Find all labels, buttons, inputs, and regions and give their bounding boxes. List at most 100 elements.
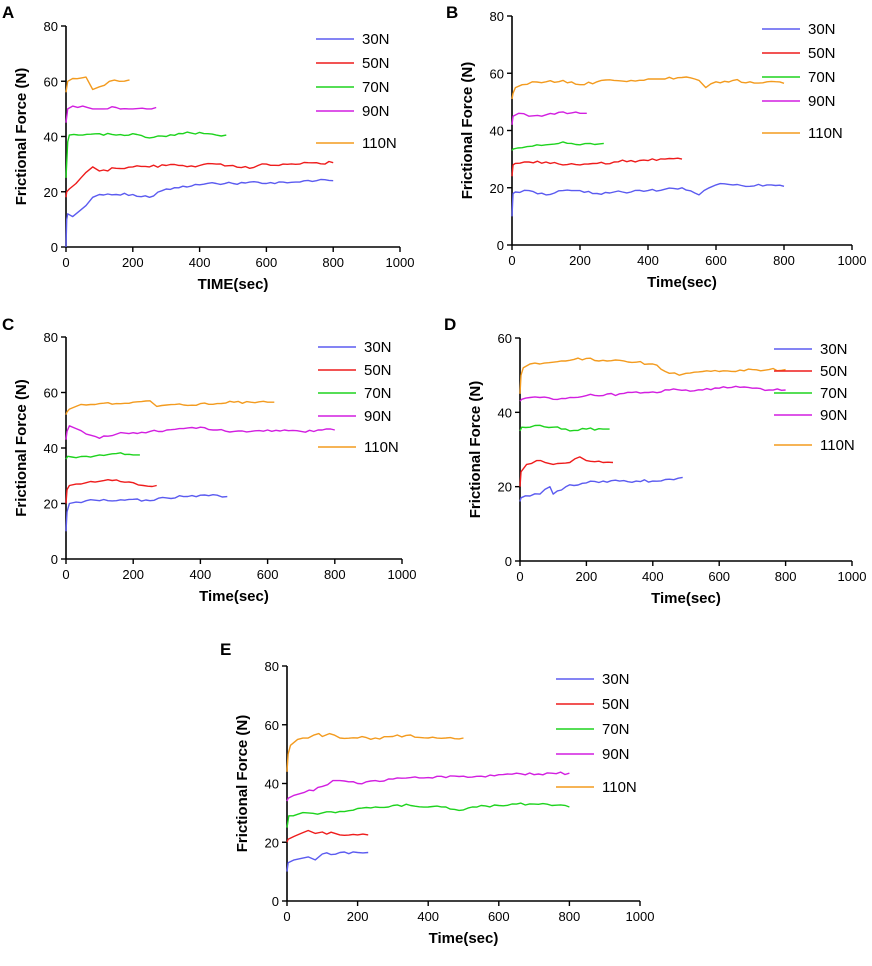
panel-b-y-tick-label: 0: [497, 238, 504, 253]
panel-e-x-tick-label: 400: [417, 909, 439, 924]
panel-e-y-tick-label: 0: [272, 894, 279, 909]
panel-c-legend-label-70N: 70N: [364, 385, 392, 402]
panel-b-letter: B: [446, 3, 458, 22]
panel-a-x-tick-label: 800: [322, 255, 344, 270]
panel-c-series-30N: [65, 494, 228, 532]
panel-b-legend-label-110N: 110N: [808, 125, 843, 142]
panel-c-y-tick-label: 40: [44, 441, 58, 456]
panel-c-y-tick-label: 80: [44, 330, 58, 345]
panel-a-legend-label-70N: 70N: [362, 79, 390, 96]
panel-b-series-50N: [511, 157, 683, 177]
panel-e-legend-label-70N: 70N: [602, 721, 630, 738]
panel-d-letter: D: [444, 315, 456, 334]
panel-c-letter: C: [2, 315, 14, 334]
panel-a-x-tick-label: 600: [256, 255, 278, 270]
panel-d-series-90N: [519, 385, 786, 402]
panel-e-y-tick-label: 40: [265, 777, 279, 792]
panel-a-y-tick-label: 60: [44, 74, 58, 89]
panel-b-x-tick-label: 0: [508, 253, 515, 268]
panel-c-legend-label-90N: 90N: [364, 408, 392, 425]
panel-c-x-tick-label: 200: [122, 567, 144, 582]
panel-c-series-110N: [65, 400, 275, 415]
panel-b-legend-label-90N: 90N: [808, 93, 836, 110]
panel-e-x-tick-label: 1000: [626, 909, 655, 924]
panel-d-x-axis-title: Time(sec): [651, 590, 721, 607]
panel-d-y-tick-label: 0: [505, 554, 512, 569]
panel-c-y-tick-label: 60: [44, 386, 58, 401]
panel-a-legend-label-30N: 30N: [362, 31, 390, 48]
panel-a-legend-label-110N: 110N: [362, 135, 397, 152]
panel-b-x-axis-title: Time(sec): [647, 274, 717, 291]
panel-b-legend-label-30N: 30N: [808, 21, 836, 38]
panel-e-y-tick-label: 20: [265, 835, 279, 850]
panel-e-series-30N: [286, 851, 369, 872]
panel-b-series-90N: [511, 111, 587, 125]
panel-a-x-tick-label: 200: [122, 255, 144, 270]
panel-d-x-tick-label: 800: [775, 569, 797, 584]
panel-c-series-90N: [65, 425, 335, 440]
panel-b-x-tick-label: 400: [637, 253, 659, 268]
panel-e-series-110N: [286, 732, 464, 772]
panel-b-y-axis-title: Frictional Force (N): [459, 62, 476, 200]
panel-e-legend-label-90N: 90N: [602, 746, 630, 763]
panel-b-y-tick-label: 40: [490, 124, 504, 139]
panel-d-x-tick-label: 1000: [838, 569, 867, 584]
panel-e-x-tick-label: 200: [347, 909, 369, 924]
panel-b-series-70N: [511, 141, 604, 151]
panel-d-x-tick-label: 600: [708, 569, 730, 584]
panel-c-legend-label-30N: 30N: [364, 339, 392, 356]
panel-c-series-70N: [65, 452, 140, 460]
panel-e-legend-label-50N: 50N: [602, 696, 630, 713]
panel-d-y-tick-label: 40: [498, 405, 512, 420]
panel-c-x-tick-label: 400: [190, 567, 212, 582]
panel-d-series-30N: [519, 476, 683, 502]
panel-e-x-tick-label: 0: [283, 909, 290, 924]
panel-e-series-70N: [286, 802, 570, 828]
panel-a-x-tick-label: 400: [189, 255, 211, 270]
panel-b-y-tick-label: 60: [490, 66, 504, 81]
panel-e-x-tick-label: 600: [488, 909, 510, 924]
panel-a-series-50N: [65, 160, 334, 198]
panel-b-legend-label-50N: 50N: [808, 45, 836, 62]
panel-d-legend-label-90N: 90N: [820, 407, 848, 424]
panel-a-legend-label-50N: 50N: [362, 55, 390, 72]
panel-a-y-tick-label: 0: [51, 240, 58, 255]
panel-a-series-110N: [65, 76, 130, 93]
panel-e-y-axis-title: Frictional Force (N): [234, 715, 251, 853]
panel-c-x-tick-label: 600: [257, 567, 279, 582]
panel-e-series-50N: [286, 829, 369, 843]
panel-c-y-tick-label: 0: [51, 552, 58, 567]
panel-b-y-tick-label: 20: [490, 181, 504, 196]
panel-a-y-tick-label: 40: [44, 130, 58, 145]
panel-d-series-110N: [519, 357, 786, 394]
panel-e-letter: E: [220, 640, 231, 659]
panel-a-series-70N: [65, 131, 227, 178]
panel-c-x-axis-title: Time(sec): [199, 588, 269, 605]
panel-d-legend-label-110N: 110N: [820, 437, 855, 454]
panel-a-y-tick-label: 20: [44, 185, 58, 200]
panel-c-x-tick-label: 0: [62, 567, 69, 582]
panel-c-legend-label-50N: 50N: [364, 362, 392, 379]
panel-a-y-tick-label: 80: [44, 19, 58, 34]
panel-c-y-tick-label: 20: [44, 497, 58, 512]
panel-c-legend-label-110N: 110N: [364, 439, 399, 456]
panel-b-x-tick-label: 1000: [838, 253, 867, 268]
panel-d-series-50N: [519, 456, 614, 487]
panel-a-series-90N: [65, 105, 157, 123]
panel-c-y-axis-title: Frictional Force (N): [13, 379, 30, 517]
panel-a-series-30N: [65, 178, 334, 248]
panel-e-series-90N: [286, 771, 570, 802]
panel-a-legend-label-90N: 90N: [362, 103, 390, 120]
panel-d-y-tick-label: 20: [498, 480, 512, 495]
panel-d-legend-label-30N: 30N: [820, 341, 848, 358]
panel-b-x-tick-label: 800: [773, 253, 795, 268]
panel-e-legend-label-30N: 30N: [602, 671, 630, 688]
panel-d-legend-label-70N: 70N: [820, 385, 848, 402]
panel-b-legend-label-70N: 70N: [808, 69, 836, 86]
panel-e-x-tick-label: 800: [559, 909, 581, 924]
panel-a-letter: A: [2, 3, 14, 22]
panel-a-y-axis-title: Frictional Force (N): [13, 68, 30, 206]
